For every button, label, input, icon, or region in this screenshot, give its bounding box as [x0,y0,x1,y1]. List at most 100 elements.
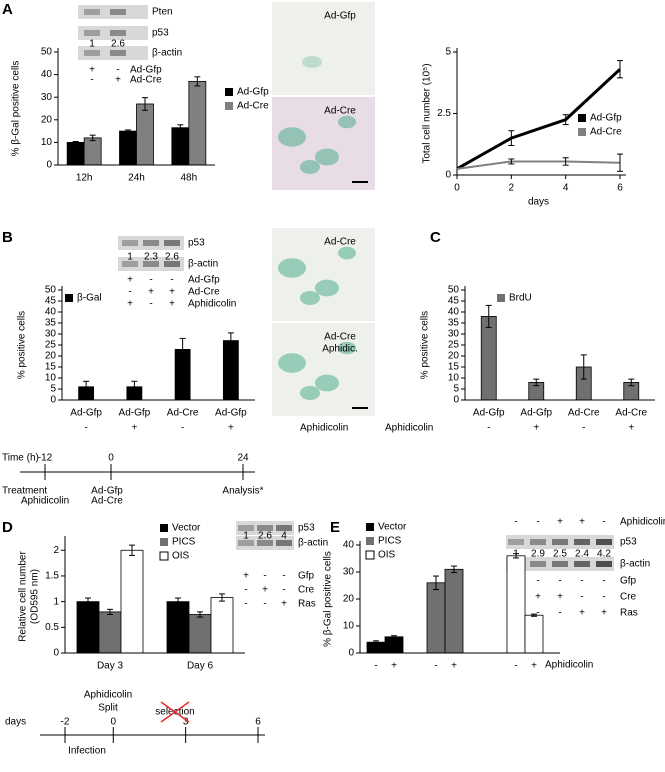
photo-label: Ad-Cre [324,237,356,248]
legend-swatch [159,551,169,561]
quantification: 2.6 [258,531,272,542]
blot-band [110,30,126,36]
treatment-sign: + [228,423,234,434]
y-tick-label: 25 [45,340,57,351]
blot-band [530,539,546,545]
condition-sign: + [601,608,607,619]
condition-sign: - [244,599,247,610]
y-axis-label: (OD595 nm) [30,569,41,624]
timeline-tick-label: 6 [255,717,261,728]
condition-sign: - [602,592,605,603]
condition-sign: + [262,585,268,596]
condition-sign: + [281,599,287,610]
y-tick-label: 10 [41,137,53,148]
condition-sign: - [514,517,517,528]
y-tick-label: 0 [445,170,451,181]
blot-band [238,525,254,531]
y-tick-label: 5 [453,384,459,395]
timeline-event: Ad-Gfp [91,486,123,497]
condition-label: Ad-Cre [188,287,220,298]
x-tick-label: Day 6 [187,661,214,672]
blot-band [596,539,612,545]
line [456,160,621,170]
stained-cell [278,353,306,373]
y-tick-label: 0 [50,395,56,406]
condition-sign: + [127,275,133,286]
y-tick-label: 20 [41,114,53,125]
band-label: p53 [152,28,169,39]
bar [524,614,544,654]
blot-band [84,9,100,15]
y-axis-label: Total cell number (10⁵) [422,63,433,163]
y-tick-label: 50 [41,47,53,58]
legend-label: Ad-Gfp [237,87,269,98]
band-label: β-actin [298,538,328,549]
micrograph [272,2,375,95]
y-tick-label: 2 [53,545,59,556]
condition-sign: - [244,585,247,596]
quantification: 2.5 [553,549,567,560]
blot-band [508,539,524,545]
line [456,68,622,171]
x-tick-label: Ad-Cre [167,408,199,419]
y-tick-label: 30 [448,329,460,340]
stained-cell [278,127,306,147]
bar [188,614,212,654]
condition-sign: - [558,576,561,587]
y-tick-label: 1.5 [45,571,59,582]
x-tick-label: 6 [617,183,623,194]
treatment-sign: + [628,423,634,434]
y-tick-label: 30 [343,567,355,578]
condition-sign: - [282,585,285,596]
stained-cell [338,115,356,129]
quantification: 4.2 [597,549,611,560]
y-tick-label: 35 [45,318,57,329]
y-tick-label: 0 [53,648,59,659]
blot-band [530,561,546,567]
quantification: 4 [281,531,287,542]
quantification: 1 [89,39,95,50]
legend-label: Ad-Cre [590,127,622,138]
condition-sign: - [282,571,285,582]
x-tick-label: 4 [563,183,569,194]
condition-sign: + [169,299,175,310]
y-tick-label: 40 [448,307,460,318]
blot-band [122,240,138,246]
axes [61,286,255,401]
axes [456,48,626,176]
quantification: 1 [243,531,249,542]
blot-band [596,561,612,567]
bar [222,340,239,401]
y-tick-label: 5 [445,47,451,58]
condition-sign: + [557,517,563,528]
blot-band [143,240,159,246]
timeline-tick-label: -12 [38,453,53,464]
blot-band [84,50,100,56]
timeline-event: Split [98,703,118,714]
blot-band [552,561,568,567]
condition-sign: - [602,517,605,528]
photo-label: Ad-Cre [324,332,356,343]
legend-swatch [65,294,73,302]
blot-band [257,540,273,546]
stained-cell [338,246,356,260]
bar [188,80,207,166]
treatment-sign: - [84,423,87,434]
x-tick-label: Ad-Cre [568,408,600,419]
y-axis-label: % β-Gal positive cells [11,61,22,157]
x-tick-label: Ad-Gfp [119,408,151,419]
timeline-tick-label: 3 [183,717,189,728]
band-label: β-actin [152,48,182,59]
blot-band [164,240,180,246]
band-label: β-actin [188,259,218,270]
y-tick-label: 35 [448,318,460,329]
band-label: p53 [298,523,315,534]
condition-sign: - [149,275,152,286]
timeline-tick-label: 0 [110,717,116,728]
y-tick-label: 30 [41,92,53,103]
timeline-event: Infection [68,746,106,757]
quantification: 2.9 [531,549,545,560]
stained-cell [302,56,322,68]
y-tick-label: 40 [41,69,53,80]
condition-sign: - [536,608,539,619]
